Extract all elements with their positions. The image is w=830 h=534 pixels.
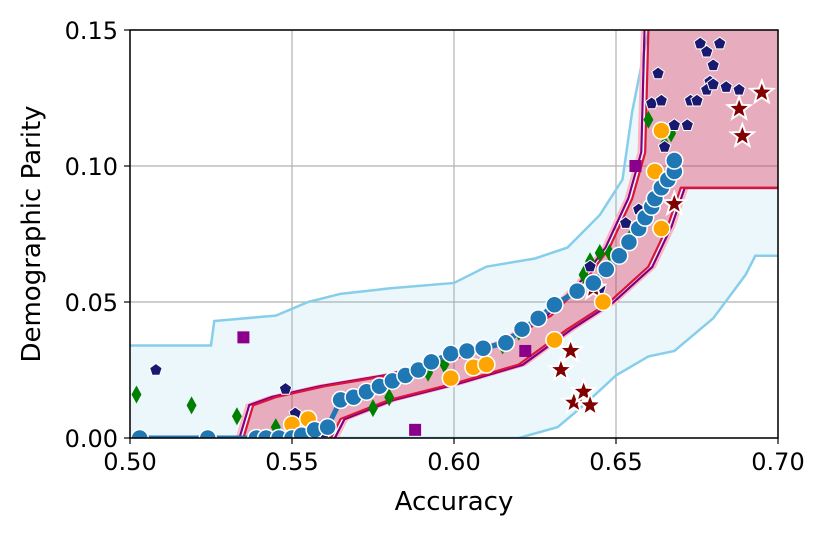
- pentagon-point: [699, 44, 714, 58]
- circle-point: [496, 333, 516, 353]
- pentagon-point: [651, 66, 665, 80]
- x-tick-label: 0.50: [103, 448, 156, 476]
- pentagon-point: [654, 93, 669, 107]
- circle-point: [567, 281, 587, 301]
- data-marks: [130, 36, 776, 438]
- circle-point: [652, 121, 671, 140]
- star-point: [575, 390, 605, 418]
- circle-point: [528, 309, 548, 328]
- pentagon-point: [706, 77, 720, 91]
- circle-point: [597, 260, 616, 279]
- pentagon-point: [690, 93, 704, 107]
- circle-point: [512, 319, 532, 339]
- circle-point: [665, 151, 684, 170]
- pentagon-point: [719, 79, 733, 93]
- circle-point: [130, 428, 149, 438]
- square-point: [519, 344, 532, 357]
- diamond-point: [368, 399, 378, 418]
- y-tick-label: 0.15: [65, 17, 118, 45]
- x-tick-label: 0.60: [427, 448, 480, 476]
- circle-point: [545, 295, 564, 314]
- star-point: [724, 94, 754, 121]
- pentagon-point: [693, 36, 707, 50]
- y-axis-label: Demographic Parity: [17, 105, 47, 362]
- circle-point: [198, 428, 218, 438]
- outer-band-upper-line: [130, 30, 650, 347]
- y-tick-label: 0.05: [65, 289, 118, 317]
- pentagon-point: [278, 381, 293, 395]
- square-point: [409, 423, 422, 436]
- circle-point: [473, 338, 493, 358]
- circle-point: [619, 232, 639, 252]
- circle-point: [545, 330, 564, 350]
- square-point: [629, 160, 642, 172]
- diamond-point: [594, 244, 605, 263]
- star-point: [660, 189, 689, 217]
- circle-point: [645, 162, 665, 181]
- pentagon-point: [149, 362, 163, 376]
- pentagon-point: [618, 215, 633, 229]
- square-point: [237, 331, 250, 344]
- diamond-point: [231, 407, 242, 426]
- circle-point: [409, 360, 428, 380]
- circle-point: [422, 352, 441, 372]
- star-point: [546, 355, 576, 383]
- circle-point: [318, 417, 337, 437]
- pentagon-point: [667, 118, 682, 131]
- y-axis-ticks: 0.00 0.05 0.10 0.15: [65, 17, 130, 453]
- star-point: [559, 387, 589, 415]
- circle-point: [457, 341, 477, 361]
- pentagon-point: [680, 118, 695, 131]
- y-tick-label: 0.00: [65, 425, 118, 453]
- star-point: [728, 121, 757, 149]
- pentagon-point: [706, 58, 720, 72]
- confidence-bands: [130, 30, 778, 438]
- circle-point: [609, 246, 629, 266]
- circle-point: [477, 355, 496, 374]
- star-point: [569, 376, 598, 404]
- x-tick-label: 0.55: [265, 448, 318, 476]
- y-tick-label: 0.10: [65, 153, 118, 181]
- diamond-point: [131, 385, 142, 404]
- circle-point: [593, 292, 613, 312]
- x-axis-label: Accuracy: [395, 487, 514, 517]
- pentagon-point: [657, 139, 672, 153]
- diamond-point: [604, 244, 615, 263]
- star-point: [747, 77, 776, 105]
- circle-point: [584, 273, 603, 293]
- diamond-point: [186, 396, 197, 415]
- diamond-point: [643, 110, 654, 129]
- inner-band-fill: [243, 30, 778, 438]
- pentagon-point: [712, 36, 727, 50]
- x-tick-label: 0.65: [589, 448, 642, 476]
- outer-band-lower-line: [130, 254, 778, 438]
- diamond-point: [384, 388, 395, 407]
- circle-point: [441, 368, 461, 388]
- x-tick-label: 0.70: [751, 448, 804, 476]
- x-axis-ticks: 0.50 0.55 0.60 0.65 0.70: [103, 438, 805, 476]
- pentagon-point: [583, 259, 597, 273]
- star-point: [556, 336, 585, 364]
- circle-point: [441, 344, 461, 363]
- outer-band-fill: [130, 30, 778, 438]
- circle-point: [652, 219, 671, 238]
- pink-band-lower-line: [336, 187, 778, 438]
